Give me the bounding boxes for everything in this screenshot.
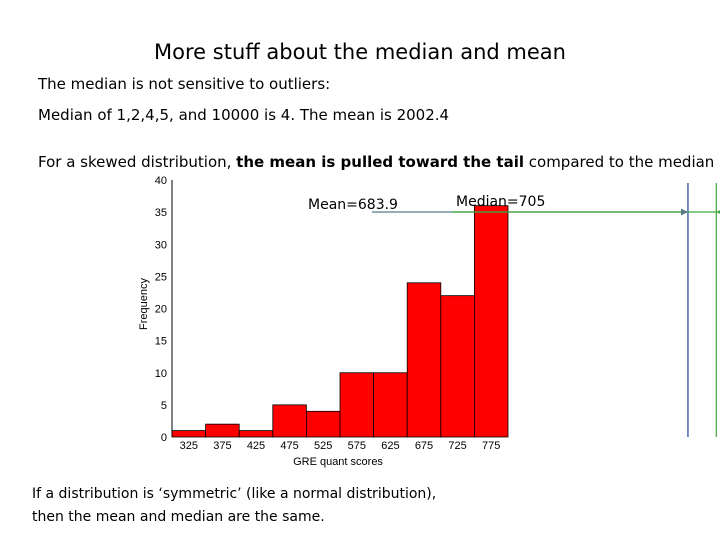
histogram-bar [238, 430, 274, 438]
median-arrowhead [716, 210, 720, 214]
y-tick-label: 30 [155, 239, 167, 251]
skew-statement-emphasis: the mean is pulled toward the tail [236, 153, 524, 171]
y-tick-label: 5 [161, 400, 167, 412]
histogram-bars [171, 205, 509, 438]
y-tick-label: 10 [155, 368, 167, 380]
symmetry-note-line2: then the mean and median are the same. [32, 509, 325, 525]
y-tick-label: 40 [155, 175, 167, 187]
y-tick-label: 0 [161, 432, 167, 444]
x-tick-label: 675 [415, 440, 433, 452]
median-label: Median=705 [456, 194, 545, 210]
x-tick-label: 775 [482, 440, 500, 452]
histogram-bar [171, 430, 206, 438]
x-tick-label: 425 [247, 440, 265, 452]
histogram-bar [305, 410, 341, 438]
histogram-bar [339, 372, 374, 438]
slide-title: More stuff about the median and mean [154, 40, 566, 64]
skew-statement: For a skewed distribution, the mean is p… [38, 153, 714, 171]
x-tick-label: 575 [348, 440, 366, 452]
histogram-bar [272, 404, 307, 438]
y-tick-label: 35 [155, 207, 167, 219]
y-axis-label: Frequency [138, 278, 150, 330]
histogram-bar [440, 295, 475, 438]
skew-statement-end: compared to the median [524, 153, 715, 171]
mean-label: Mean=683.9 [308, 197, 398, 213]
skew-statement-start: For a skewed distribution, [38, 153, 237, 171]
histogram-bar [205, 423, 240, 438]
x-tick-label: 475 [280, 440, 298, 452]
y-tick-label: 15 [155, 336, 167, 348]
histogram-bar [373, 372, 408, 438]
x-axis-label: GRE quant scores [293, 456, 383, 468]
median-example: Median of 1,2,4,5, and 10000 is 4. The m… [38, 106, 450, 124]
mean-arrowhead [680, 208, 688, 216]
x-tick-label: 625 [381, 440, 399, 452]
y-tick-label: 25 [155, 271, 167, 283]
histogram-bar [406, 282, 442, 438]
symmetry-note-line1: If a distribution is ‘symmetric’ (like a… [32, 486, 437, 502]
histogram-bar [473, 205, 509, 438]
x-tick-labels: 325 375 425 475 525 575 625 675 725 775 [180, 440, 501, 452]
x-tick-label: 725 [448, 440, 466, 452]
outlier-statement: The median is not sensitive to outliers: [38, 75, 331, 93]
x-tick-label: 325 [180, 440, 198, 452]
y-tick-label: 20 [155, 304, 167, 316]
y-tick-labels: 0 5 10 15 20 25 30 35 40 [155, 175, 167, 444]
x-tick-label: 375 [213, 440, 231, 452]
x-tick-label: 525 [314, 440, 332, 452]
